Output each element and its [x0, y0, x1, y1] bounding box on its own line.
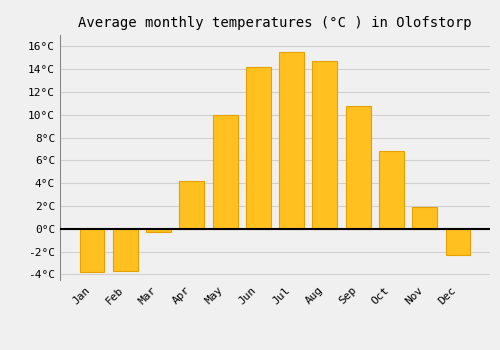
Bar	[146, 229, 171, 232]
Bar	[446, 229, 470, 255]
Bar	[379, 151, 404, 229]
Bar	[246, 67, 271, 229]
Bar	[279, 52, 304, 229]
Bar	[80, 229, 104, 272]
Bar	[346, 106, 370, 229]
Bar	[212, 115, 238, 229]
Bar	[113, 229, 138, 271]
Bar	[412, 207, 437, 229]
Bar	[180, 181, 204, 229]
Bar	[312, 61, 338, 229]
Title: Average monthly temperatures (°C ) in Olofstorp: Average monthly temperatures (°C ) in Ol…	[78, 16, 472, 30]
